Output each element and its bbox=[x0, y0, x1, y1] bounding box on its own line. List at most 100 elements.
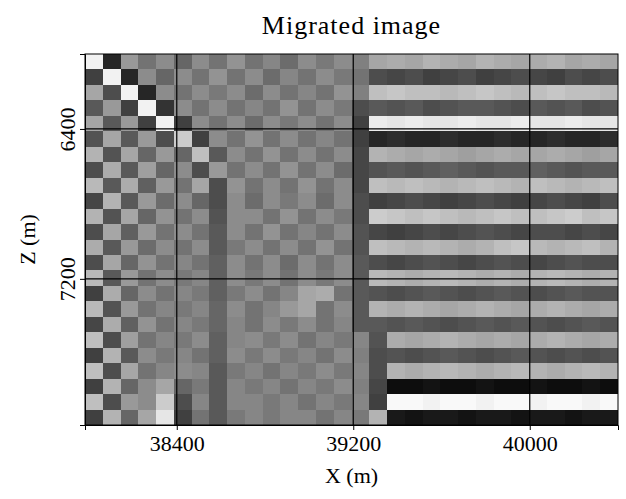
cell bbox=[209, 224, 227, 240]
cell bbox=[103, 193, 121, 209]
cell bbox=[227, 394, 245, 410]
cell bbox=[156, 162, 174, 178]
cell bbox=[582, 162, 600, 178]
cell bbox=[227, 224, 245, 240]
cell bbox=[121, 348, 139, 364]
cell bbox=[565, 193, 583, 209]
cell bbox=[121, 332, 139, 348]
cell bbox=[316, 363, 334, 379]
cell bbox=[547, 100, 565, 116]
cell bbox=[440, 240, 458, 256]
cell bbox=[121, 286, 139, 302]
cell bbox=[298, 301, 316, 317]
cell bbox=[582, 332, 600, 348]
cell bbox=[352, 286, 370, 302]
cell bbox=[494, 363, 512, 379]
cell bbox=[440, 255, 458, 271]
cell bbox=[565, 240, 583, 256]
cell bbox=[476, 379, 494, 395]
cell bbox=[298, 69, 316, 85]
cell bbox=[582, 69, 600, 85]
cell bbox=[85, 224, 103, 240]
cell bbox=[565, 224, 583, 240]
cell bbox=[209, 209, 227, 225]
cell bbox=[245, 100, 263, 116]
cell bbox=[440, 286, 458, 302]
cell bbox=[192, 301, 210, 317]
cell bbox=[280, 131, 298, 147]
cell bbox=[387, 193, 405, 209]
cell bbox=[423, 286, 441, 302]
cell bbox=[280, 69, 298, 85]
grid-line bbox=[85, 278, 618, 279]
cell bbox=[458, 178, 476, 194]
tick-mark bbox=[353, 425, 354, 430]
tick-label: 7200 bbox=[55, 257, 80, 301]
grid-line bbox=[176, 54, 177, 425]
cell bbox=[476, 224, 494, 240]
cell bbox=[369, 209, 387, 225]
cell bbox=[316, 348, 334, 364]
cell bbox=[565, 301, 583, 317]
cell bbox=[387, 224, 405, 240]
cell bbox=[352, 410, 370, 425]
cell bbox=[529, 379, 547, 395]
cell bbox=[316, 162, 334, 178]
cell bbox=[263, 317, 281, 333]
cell bbox=[494, 286, 512, 302]
cell bbox=[476, 85, 494, 101]
cell bbox=[316, 100, 334, 116]
cell bbox=[405, 317, 423, 333]
cell bbox=[494, 209, 512, 225]
cell bbox=[121, 131, 139, 147]
cell bbox=[263, 162, 281, 178]
cell bbox=[209, 54, 227, 70]
axis-line bbox=[86, 426, 619, 431]
cell bbox=[440, 363, 458, 379]
cell bbox=[529, 69, 547, 85]
cell bbox=[316, 317, 334, 333]
cell bbox=[352, 363, 370, 379]
cell bbox=[423, 301, 441, 317]
cell bbox=[352, 255, 370, 271]
cell bbox=[529, 240, 547, 256]
cell bbox=[227, 193, 245, 209]
cell bbox=[565, 131, 583, 147]
cell bbox=[280, 286, 298, 302]
cell bbox=[334, 255, 352, 271]
cell bbox=[192, 286, 210, 302]
cell bbox=[103, 317, 121, 333]
cell bbox=[547, 162, 565, 178]
cell bbox=[227, 363, 245, 379]
cell bbox=[369, 348, 387, 364]
cell bbox=[511, 54, 529, 70]
cell bbox=[156, 178, 174, 194]
cell bbox=[600, 348, 618, 364]
cell bbox=[387, 131, 405, 147]
cell bbox=[458, 394, 476, 410]
cell bbox=[582, 100, 600, 116]
cell bbox=[494, 379, 512, 395]
grid bbox=[85, 54, 618, 425]
cell bbox=[298, 162, 316, 178]
cell bbox=[245, 240, 263, 256]
cell bbox=[476, 286, 494, 302]
cell bbox=[156, 240, 174, 256]
cell bbox=[511, 69, 529, 85]
cell bbox=[316, 54, 334, 70]
cell bbox=[369, 332, 387, 348]
cell bbox=[440, 394, 458, 410]
cell bbox=[316, 255, 334, 271]
cell bbox=[369, 240, 387, 256]
cell bbox=[529, 100, 547, 116]
cell bbox=[156, 332, 174, 348]
cell bbox=[103, 240, 121, 256]
cell bbox=[529, 363, 547, 379]
cell bbox=[263, 394, 281, 410]
cell bbox=[458, 100, 476, 116]
cell bbox=[511, 224, 529, 240]
cell bbox=[138, 317, 156, 333]
cell bbox=[316, 131, 334, 147]
cell bbox=[387, 348, 405, 364]
cell bbox=[103, 348, 121, 364]
